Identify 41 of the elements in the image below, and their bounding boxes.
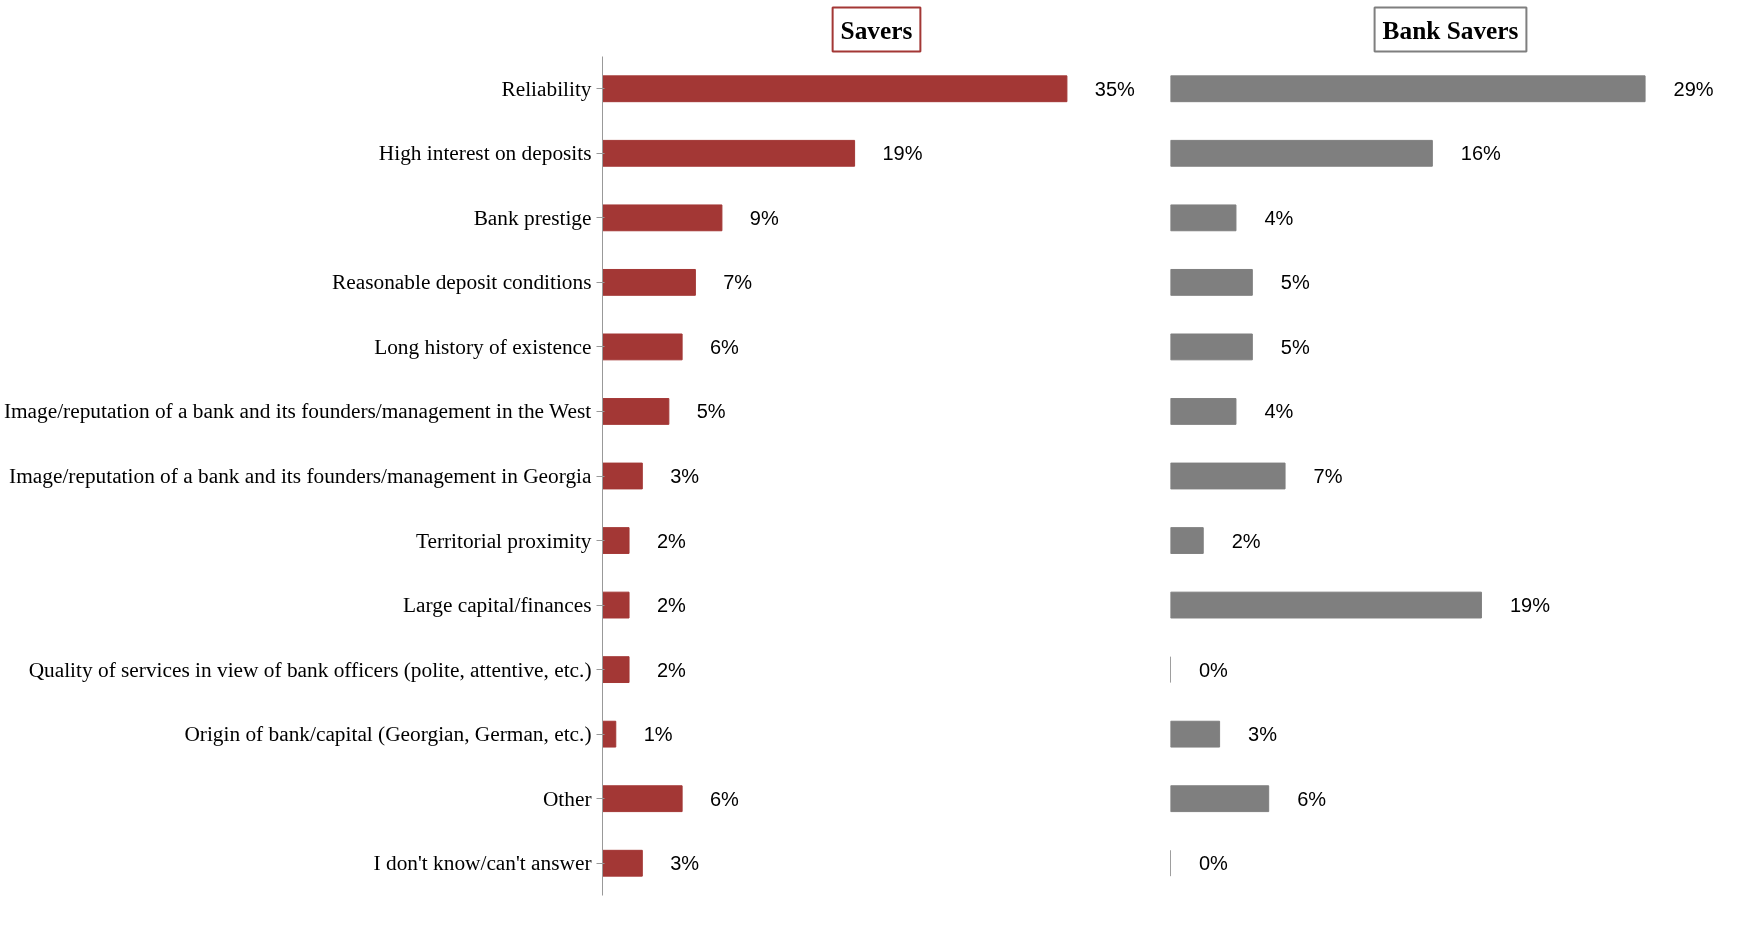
data-label: 19% bbox=[882, 142, 923, 165]
data-label: 29% bbox=[1673, 77, 1714, 100]
data-label: 4% bbox=[1264, 206, 1294, 229]
y-tick-label: Reasonable deposit conditions bbox=[332, 270, 592, 295]
y-tick-label: Image/reputation of a bank and its founders/management in Georgia bbox=[9, 464, 593, 488]
data-label: 4% bbox=[1264, 400, 1294, 423]
y-tick-label: Other bbox=[542, 786, 592, 811]
y-tick-label: I don't know/can't answer bbox=[373, 851, 592, 876]
y-tick-label: Reliability bbox=[501, 76, 592, 101]
data-label: 5% bbox=[1280, 271, 1310, 294]
y-tick-label: Territorial proximity bbox=[415, 528, 592, 553]
y-tick-label: Large capital/finances bbox=[403, 593, 592, 618]
data-label: 6% bbox=[709, 787, 740, 810]
data-label: 9% bbox=[749, 206, 779, 229]
data-label: 2% bbox=[656, 658, 687, 681]
y-tick-label: Image/reputation of a bank and its founders/management in the West bbox=[3, 399, 592, 424]
data-label: 2% bbox=[656, 529, 687, 552]
data-label: 0% bbox=[1198, 658, 1229, 681]
y-tick-label: High interest on deposits bbox=[378, 141, 592, 166]
data-label: 7% bbox=[723, 271, 753, 294]
data-label: 16% bbox=[1460, 142, 1502, 165]
data-label: 6% bbox=[1297, 787, 1327, 810]
chart-title: Savers bbox=[840, 15, 913, 44]
data-label: 2% bbox=[656, 594, 687, 617]
data-label: 5% bbox=[1280, 335, 1310, 358]
y-tick-label: Long history of existence bbox=[374, 334, 592, 359]
data-label: 3% bbox=[670, 465, 700, 487]
data-label: 35% bbox=[1094, 77, 1136, 100]
data-label: 0% bbox=[1198, 852, 1229, 875]
chart-title: Bank Savers bbox=[1382, 15, 1519, 44]
data-label: 3% bbox=[670, 852, 700, 875]
data-label: 7% bbox=[1313, 465, 1343, 487]
data-label: 19% bbox=[1509, 594, 1551, 617]
y-tick-label: Origin of bank/capital (Georgian, German, etc.) bbox=[184, 722, 592, 747]
data-label: 5% bbox=[696, 400, 726, 423]
y-tick-label: Quality of services in view of bank officers (polite, attentive, etc.) bbox=[28, 657, 592, 682]
data-label: 3% bbox=[1248, 723, 1278, 746]
y-tick-label: Bank prestige bbox=[473, 205, 592, 230]
data-label: 1% bbox=[643, 723, 673, 746]
data-label: 2% bbox=[1231, 529, 1261, 552]
data-label: 6% bbox=[709, 335, 740, 358]
